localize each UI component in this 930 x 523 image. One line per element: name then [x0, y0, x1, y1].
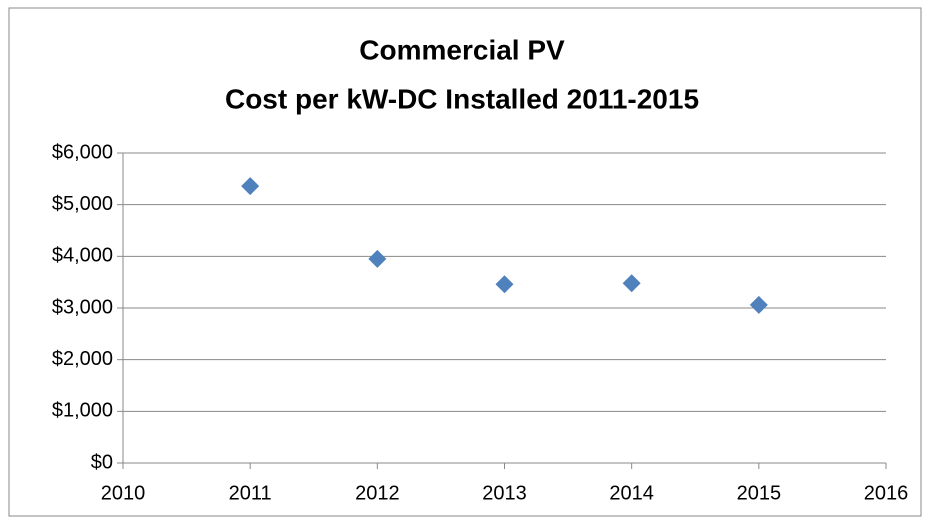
data-point [622, 274, 641, 293]
x-tick-label: 2011 [229, 482, 272, 504]
x-tick-label: 2016 [864, 482, 909, 504]
chart-title: Commercial PV [359, 34, 565, 65]
y-tick-label: $6,000 [52, 141, 113, 163]
data-point [241, 177, 260, 196]
y-tick-label: $5,000 [52, 193, 113, 215]
y-tick-label: $2,000 [52, 348, 113, 370]
x-tick-label: 2010 [101, 482, 146, 504]
x-tick-label: 2013 [482, 482, 527, 504]
y-tick-label: $4,000 [52, 245, 113, 267]
y-tick-label: $1,000 [52, 400, 113, 422]
x-tick-label: 2015 [737, 482, 782, 504]
data-point [368, 249, 387, 268]
data-point [749, 295, 768, 314]
chart-title: Cost per kW-DC Installed 2011-2015 [225, 83, 699, 114]
data-point [495, 275, 514, 294]
x-tick-label: 2012 [355, 482, 400, 504]
x-tick-label: 2014 [609, 482, 654, 504]
chart-frame [8, 7, 922, 517]
y-tick-label: $3,000 [52, 296, 113, 318]
y-tick-label: $0 [91, 451, 113, 473]
